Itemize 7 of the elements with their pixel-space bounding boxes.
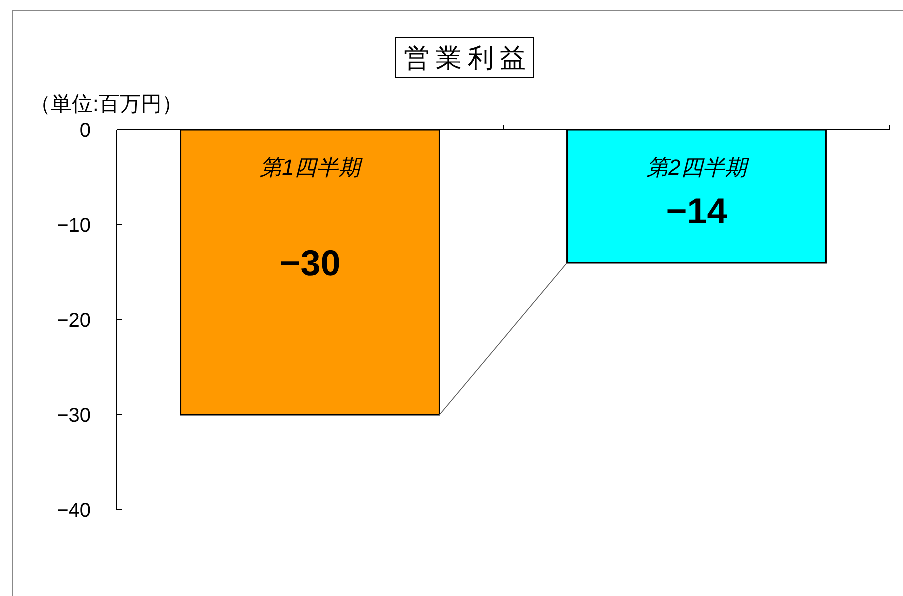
y-tick-label: −40 — [57, 500, 91, 522]
y-axis-title: （単位:百万円） — [30, 93, 183, 116]
y-tick-label: −30 — [57, 405, 91, 427]
y-tick-label: −10 — [57, 215, 91, 237]
y-tick-label: 0 — [80, 120, 91, 142]
y-tick-label: −20 — [57, 310, 91, 332]
chart-title: 営業利益 — [404, 43, 532, 73]
